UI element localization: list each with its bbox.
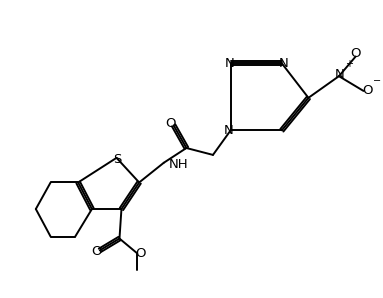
Text: O: O [92, 245, 102, 258]
Text: NH: NH [169, 158, 188, 171]
Text: N: N [225, 57, 234, 70]
Text: O: O [135, 247, 146, 260]
Text: O: O [165, 117, 176, 130]
Text: −: − [373, 76, 381, 86]
Text: +: + [345, 59, 353, 69]
Text: N: N [224, 124, 234, 137]
Text: O: O [350, 47, 361, 60]
Text: S: S [113, 153, 122, 166]
Text: O: O [362, 84, 373, 97]
Text: N: N [279, 57, 289, 70]
Text: N: N [335, 68, 345, 81]
